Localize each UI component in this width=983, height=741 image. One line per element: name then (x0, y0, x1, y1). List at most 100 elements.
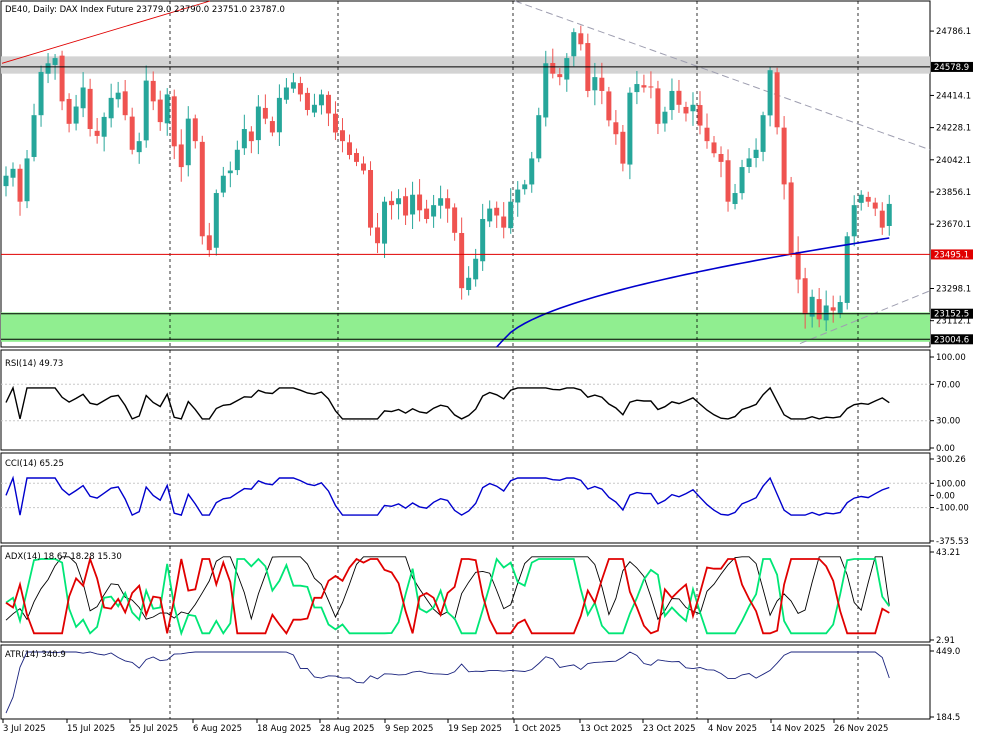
bear-candle (424, 208, 430, 219)
bull-candle (38, 71, 44, 116)
candles-layer (3, 25, 892, 332)
bull-candle (487, 208, 493, 222)
time-tick-label: 3 Jul 2025 (3, 724, 46, 734)
time-tick-label: 6 Aug 2025 (193, 724, 242, 734)
bear-candle (129, 116, 135, 150)
bear-candle (816, 299, 822, 320)
bull-candle (213, 193, 219, 248)
bull-candle (536, 115, 542, 159)
cci-tick-label: 0.00 (936, 491, 955, 501)
bear-candle (332, 113, 338, 133)
adx-label: ADX(14) 18.67 18.28 15.30 (5, 552, 122, 562)
bear-candle (879, 210, 885, 228)
bear-candle (297, 83, 303, 95)
bull-candle (522, 184, 528, 190)
bull-candle (220, 175, 226, 193)
cci-tick-label: 300.26 (936, 455, 966, 465)
bull-candle (564, 58, 570, 80)
bull-candle (543, 63, 549, 118)
bull-candle (52, 58, 58, 65)
rsi-label: RSI(14) 49.73 (5, 359, 63, 369)
bull-candle (823, 305, 829, 321)
bear-candle (459, 232, 465, 289)
adx-panel (0, 545, 931, 643)
time-tick-label: 1 Oct 2025 (514, 724, 561, 734)
time-tick-label: 4 Nov 2025 (708, 724, 757, 734)
bull-candle (24, 158, 30, 202)
price-axis: 24786.1 24414.1 24228.1 24042.1 23856.1 23670… (930, 27, 971, 327)
price-panel (0, 0, 931, 348)
bull-candle (431, 205, 437, 217)
bear-candle (157, 99, 163, 123)
level-tag (931, 249, 973, 260)
plus-di-line (5, 557, 891, 637)
bear-candle (648, 86, 654, 88)
bull-candle (662, 111, 668, 124)
price-tick-label: 23856.1 (936, 188, 971, 198)
time-tick-label: 23 Oct 2025 (643, 724, 696, 734)
bear-candle (494, 207, 500, 216)
bear-candle (304, 92, 310, 110)
rsi-tick-label: 100.00 (936, 353, 966, 363)
bear-candle (711, 142, 717, 154)
bear-candle (872, 202, 878, 209)
bear-candle (417, 194, 423, 211)
support-zone (1, 312, 930, 342)
bull-candle (45, 63, 51, 74)
bull-candle (101, 116, 107, 137)
price-tick-label: 24228.1 (936, 124, 971, 134)
bear-candle (613, 122, 619, 135)
bull-candle (227, 170, 233, 174)
atr-label: ATR(14) 340.9 (5, 650, 66, 660)
bear-candle (17, 168, 23, 202)
bear-candle (375, 227, 381, 244)
atr-tick-label: 184.5 (936, 713, 960, 723)
bull-candle (739, 167, 745, 194)
bear-candle (704, 127, 710, 142)
resistance-zone (1, 56, 930, 74)
bull-candle (473, 258, 479, 280)
bull-candle (255, 106, 261, 141)
bull-candle (634, 84, 640, 93)
moving-average-line (496, 237, 890, 348)
bull-candle (80, 87, 86, 109)
bull-candle (592, 77, 598, 91)
bear-candle (620, 131, 626, 164)
bear-candle (87, 88, 93, 130)
bear-candle (339, 130, 345, 142)
uptrend-line (1, 0, 211, 64)
bear-candle (781, 127, 787, 185)
adx-tick-label: 2.91 (936, 636, 955, 646)
bear-candle (66, 98, 72, 124)
chart-title: DE40, Daily: DAX Index Future 23779.0 23… (5, 5, 285, 15)
cci-tick-label: -375.53 (936, 537, 969, 547)
bear-candle (199, 141, 205, 237)
atr-line (5, 651, 890, 714)
bear-candle (641, 85, 647, 88)
bear-candle (354, 152, 359, 162)
bear-candle (206, 235, 212, 251)
bear-candle (403, 196, 409, 216)
rsi-line (5, 385, 890, 420)
bear-candle (550, 63, 556, 74)
time-tick-label: 28 Aug 2025 (320, 724, 374, 734)
bear-candle (557, 74, 563, 78)
price-tick-label: 23112.1 (936, 317, 971, 327)
bull-candle (851, 205, 857, 237)
level-tag-label: 24578.9 (934, 63, 969, 73)
bull-candle (627, 92, 633, 165)
bull-candle (858, 194, 864, 203)
price-tick-label: 23298.1 (936, 285, 971, 295)
bear-candle (445, 198, 451, 209)
rsi-tick-label: 0.00 (936, 444, 955, 454)
bull-candle (290, 82, 296, 89)
level-tag (931, 308, 973, 319)
bear-candle (501, 216, 507, 228)
bear-candle (655, 88, 661, 124)
price-tick-label: 23670.1 (936, 220, 971, 230)
bull-candle (809, 296, 815, 317)
bear-candle (865, 196, 871, 202)
bear-candle (578, 33, 584, 45)
bull-candle (241, 129, 247, 149)
bear-candle (599, 77, 605, 91)
